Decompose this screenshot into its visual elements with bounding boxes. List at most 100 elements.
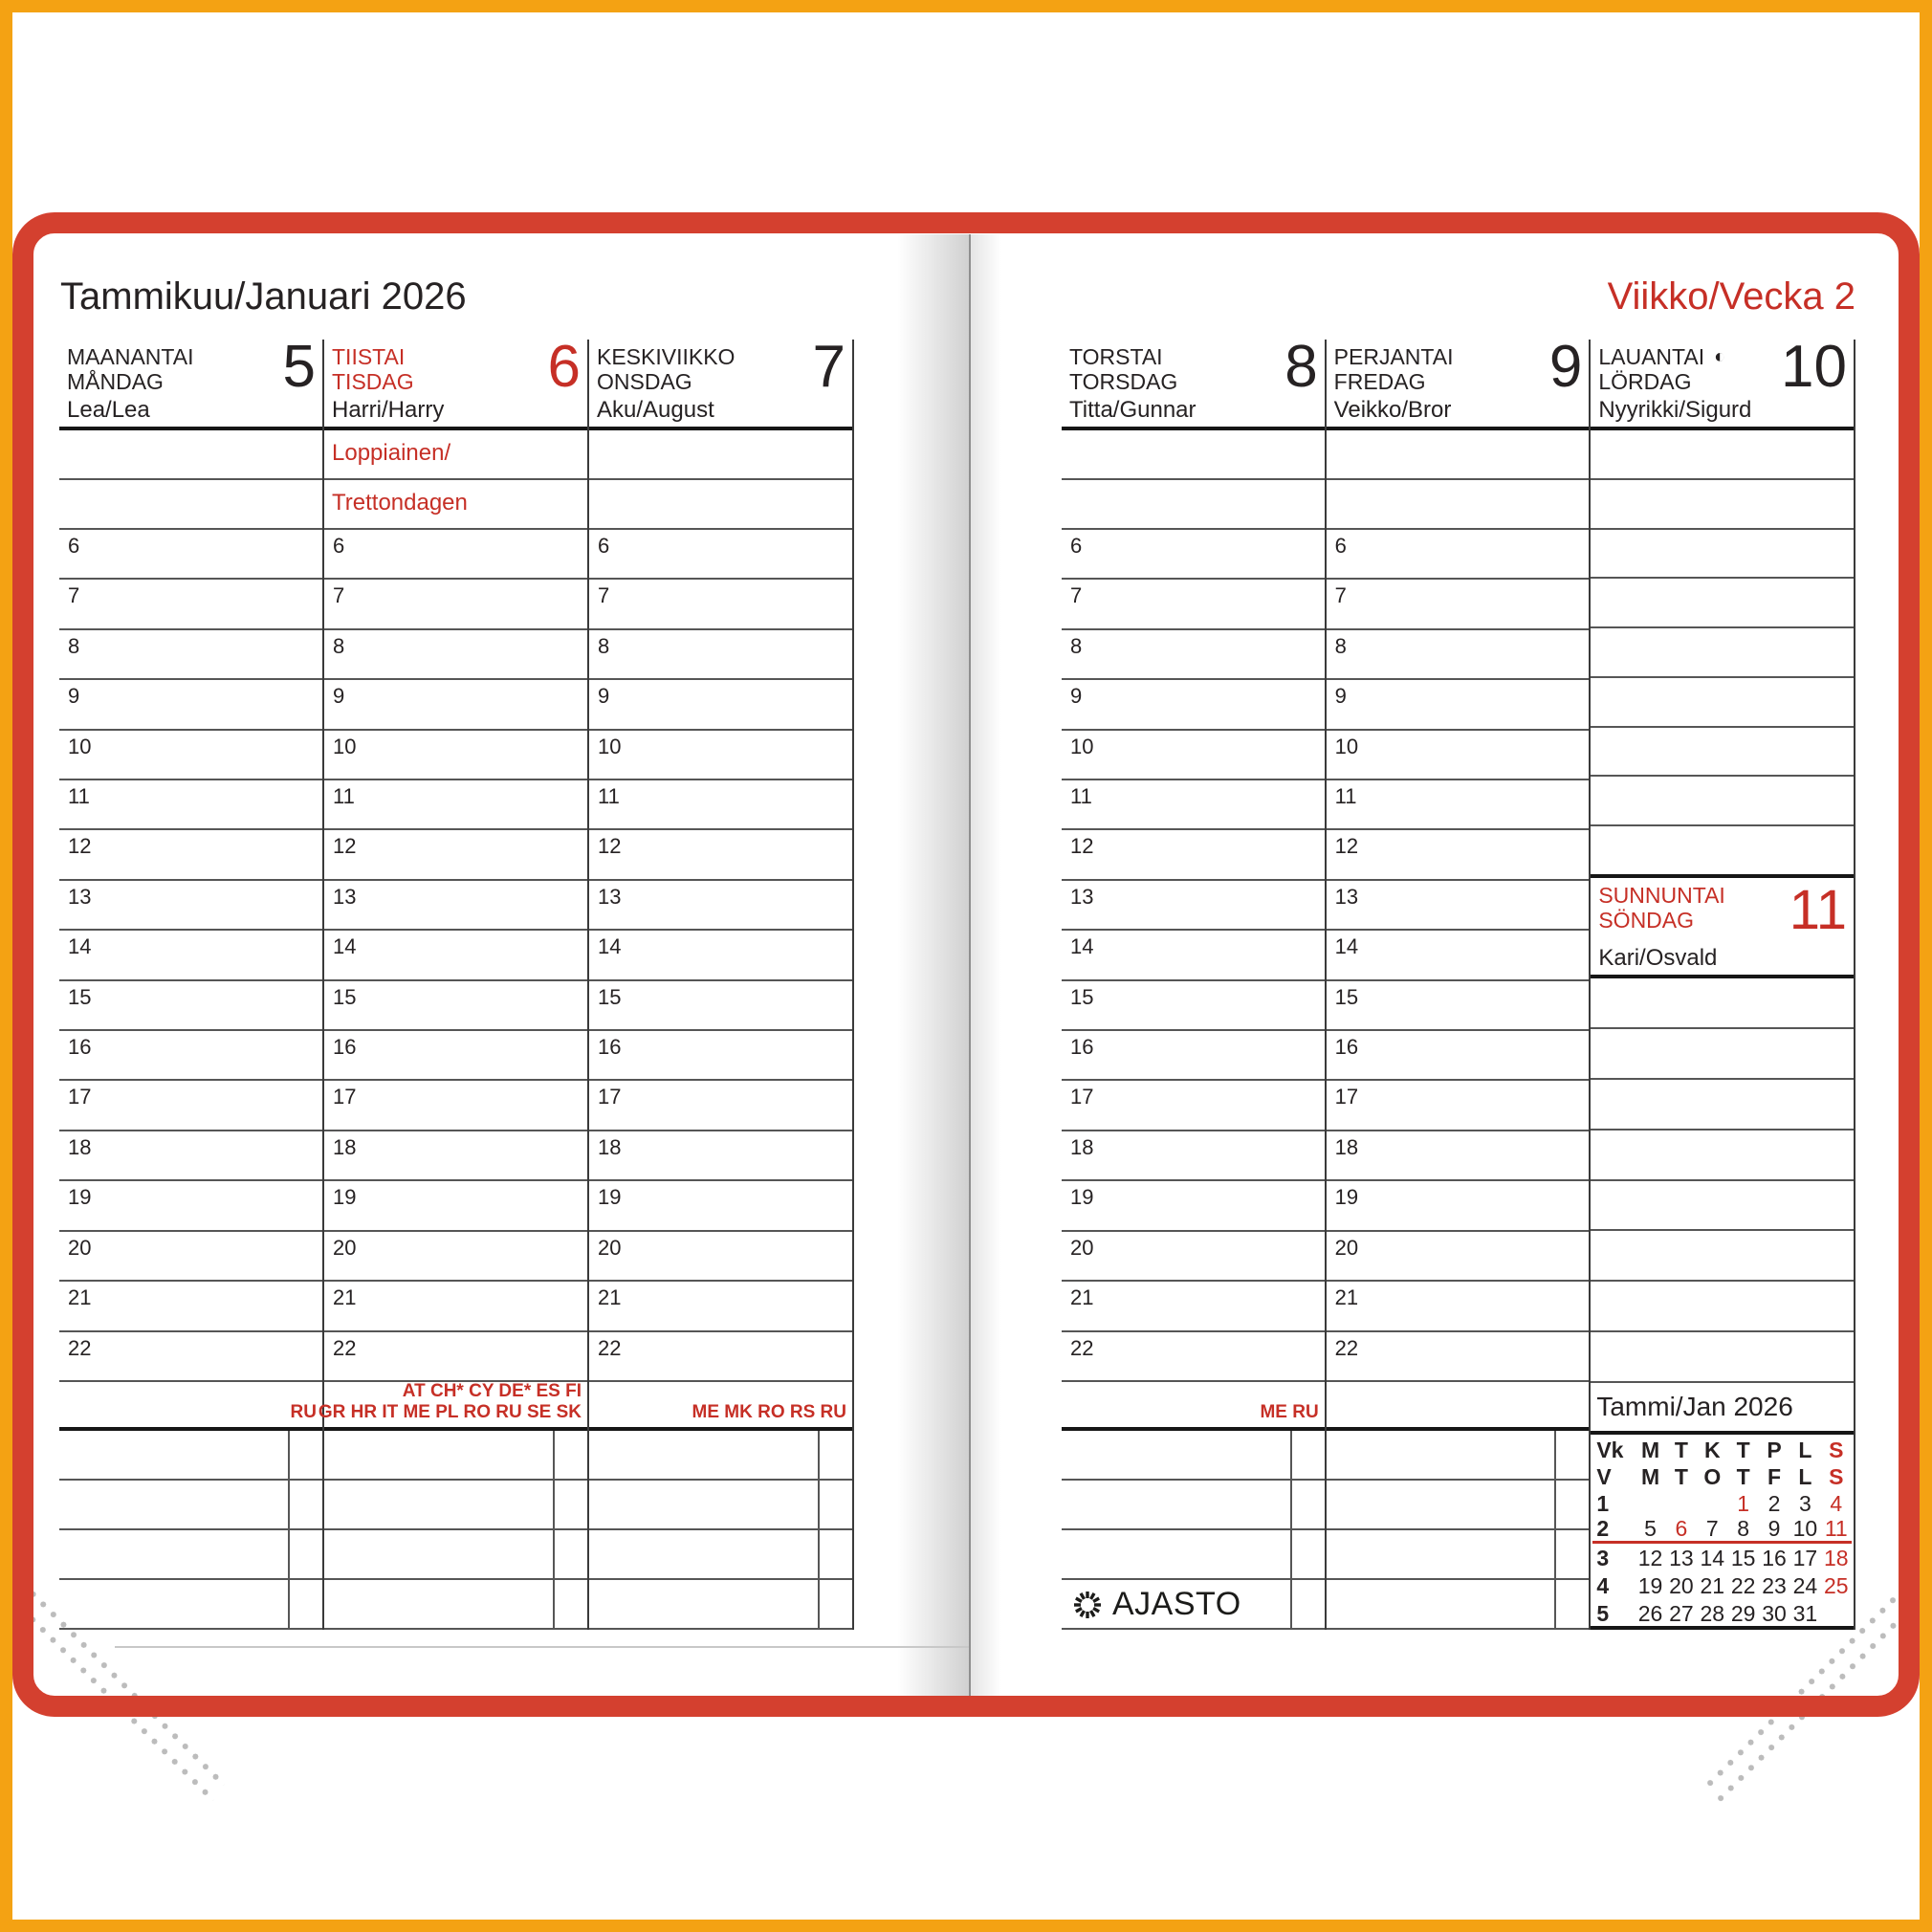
day-name-fi: LAUANTAI [1598, 344, 1705, 369]
hour-label: 20 [1334, 1235, 1359, 1260]
hour-label: 10 [333, 734, 357, 758]
day-names: SUNNUNTAI SÖNDAG [1591, 878, 1854, 933]
day-name-row: PERJANTAI [1327, 344, 1590, 369]
planner-red-cover-border [12, 212, 1920, 1717]
notes-row [1326, 1580, 1590, 1630]
sunday-rows [1591, 978, 1855, 1383]
hour-row: 18 [589, 1131, 852, 1182]
day-name-row: LAUANTAI ◐ [1591, 344, 1854, 369]
hour-label: 8 [1070, 633, 1083, 658]
hour-label: 18 [1334, 1134, 1359, 1159]
hour-label: 16 [1334, 1035, 1359, 1060]
left-page-columns: MAANANTAI MÅNDAG 5 Lea/Lea 6 7 8 9 10 11 12 13 14 15 1… [59, 338, 854, 1630]
hour-label: 13 [333, 884, 357, 909]
hour-row: 14 [59, 931, 322, 981]
hour-row: 9 [59, 680, 322, 731]
hour-label: 9 [333, 684, 345, 709]
day-name-sv: TISDAG [332, 369, 414, 394]
hour-label: 14 [1070, 934, 1094, 959]
hour-row: 14 [1326, 931, 1590, 981]
hour-row: 17 [59, 1081, 322, 1131]
hour-rows: 6 7 8 9 10 11 12 13 14 15 16 17 18 19 20 21 22 [1062, 530, 1325, 1382]
hour-row: 21 [1326, 1282, 1590, 1332]
hour-row: 19 [324, 1181, 587, 1232]
hour-row: 13 [1326, 881, 1590, 932]
hour-row: 6 [1326, 530, 1590, 581]
hour-label: 20 [68, 1235, 92, 1260]
day-header: PERJANTAI FREDAG 9 Veikko/Bror [1326, 338, 1590, 430]
hour-label: 10 [1070, 734, 1094, 758]
notes-row [1062, 1580, 1325, 1630]
hour-label: 7 [1070, 583, 1083, 608]
hour-label: 9 [1070, 684, 1083, 709]
day-name-row: ONSDAG [589, 369, 852, 394]
mini-calendar-header-cell: F [1767, 1463, 1782, 1489]
hour-label: 7 [68, 583, 80, 608]
sunday-row [1591, 1332, 1855, 1383]
hour-row: 7 [1326, 580, 1590, 630]
hour-row: 20 [59, 1232, 322, 1283]
hour-rows: 6 7 8 9 10 11 12 13 14 15 16 17 18 19 20 21 22 [589, 530, 852, 1382]
hour-row: 7 [1062, 580, 1325, 630]
hour-label: 14 [598, 934, 622, 959]
hour-label: 8 [68, 633, 80, 658]
notes-row [59, 1530, 322, 1580]
hour-label: 19 [1070, 1185, 1094, 1210]
saturday-row [1591, 777, 1855, 827]
hour-label: 8 [598, 633, 610, 658]
hour-row: 6 [59, 530, 322, 581]
mini-calendar-header-cell: S [1829, 1437, 1844, 1462]
hour-row: 17 [1326, 1081, 1590, 1131]
hour-rows: 6 7 8 9 10 11 12 13 14 15 16 17 18 19 20 21 22 [324, 530, 587, 1382]
hour-row: 18 [59, 1131, 322, 1182]
ajasto-logo-text: AJASTO [1112, 1586, 1241, 1622]
mini-calendar-week-number: 1 [1596, 1490, 1610, 1516]
mini-calendar-header-cell: V [1596, 1463, 1612, 1489]
holiday-country-codes-row: AT CH* CY DE* ES FI GR HR IT ME PL RO RU … [318, 1381, 587, 1431]
day-number: 11 [1789, 879, 1848, 941]
hour-label: 17 [333, 1085, 357, 1109]
hour-label: 20 [598, 1235, 622, 1260]
hour-row: 12 [589, 830, 852, 881]
mini-calendar-day: 21 [1700, 1573, 1725, 1599]
hour-row: 11 [1062, 780, 1325, 831]
mini-calendar-header-cell: O [1703, 1463, 1722, 1489]
hour-label: 22 [598, 1335, 622, 1360]
mini-calendar-day: 29 [1730, 1600, 1756, 1626]
day-name-sv: TORSDAG [1069, 369, 1178, 394]
day-name-row: TISDAG [324, 369, 587, 394]
notes-area [324, 1431, 587, 1630]
mini-calendar-day: 19 [1637, 1573, 1663, 1599]
notes-area [1326, 1431, 1590, 1630]
mini-calendar-day: 12 [1637, 1546, 1663, 1571]
hour-label: 11 [598, 784, 620, 809]
mini-calendar-week-number: 5 [1596, 1600, 1610, 1626]
mini-calendar-week-number: 3 [1596, 1546, 1610, 1571]
mini-calendar-day: 31 [1792, 1600, 1818, 1626]
day-name-sv: FREDAG [1333, 369, 1426, 394]
mini-calendar-day: 5 [1644, 1515, 1657, 1541]
hour-label: 21 [1334, 1285, 1359, 1310]
name-day: Lea/Lea [67, 397, 150, 423]
mini-calendar-week-row: 3 12 13 14 15 16 17 18 [1592, 1544, 1852, 1571]
day-header: TORSTAI TORSDAG 8 Titta/Gunnar [1062, 338, 1325, 430]
notes-column-divider [818, 1431, 820, 1630]
hour-row: 22 [324, 1332, 587, 1382]
mini-calendar-day: 23 [1762, 1573, 1787, 1599]
holiday-row [59, 430, 322, 480]
name-day: Nyyrikki/Sigurd [1598, 397, 1752, 423]
day-name-fi: SUNNUNTAI [1598, 883, 1725, 908]
hour-label: 15 [68, 984, 92, 1009]
hour-label: 6 [68, 534, 80, 558]
day-column-maanantai: MAANANTAI MÅNDAG 5 Lea/Lea 6 7 8 9 10 11 12 13 14 15 1… [59, 338, 322, 1630]
mini-calendar-day: 3 [1799, 1490, 1811, 1516]
hour-row: 6 [589, 530, 852, 581]
hour-row: 9 [324, 680, 587, 731]
day-column-torstai: TORSTAI TORSDAG 8 Titta/Gunnar 6 7 8 9 10 11 12 13 1… [1062, 338, 1325, 1630]
hour-label: 13 [1070, 884, 1094, 909]
day-name-fi: TIISTAI [332, 344, 406, 369]
hour-row: 11 [324, 780, 587, 831]
spine-shadow-left [897, 234, 969, 1696]
